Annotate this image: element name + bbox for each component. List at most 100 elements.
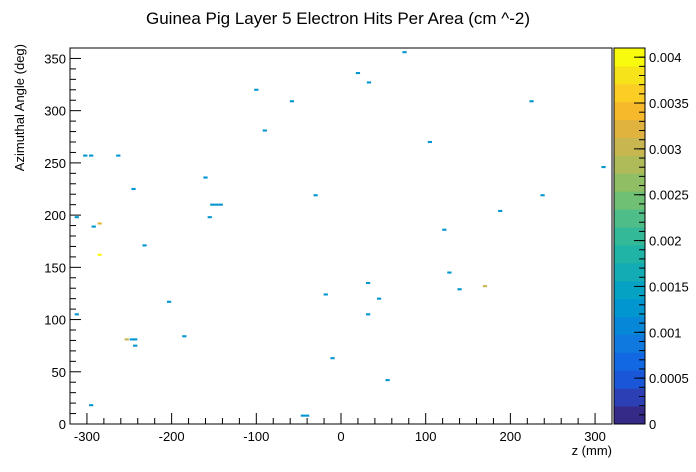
y-tick-label: 150: [44, 260, 66, 275]
x-tick-label: 300: [584, 429, 606, 444]
heatmap-cell: [313, 194, 318, 197]
colorbar-swatch: [614, 119, 645, 139]
colorbar-swatch: [614, 280, 645, 300]
colorbar-swatch: [614, 209, 645, 228]
colorbar-swatch: [614, 352, 645, 371]
heatmap-cell: [166, 300, 172, 303]
x-axis-label: z (mm): [572, 443, 612, 458]
colorbar-swatch: [614, 101, 645, 121]
heatmap-cell: [529, 100, 534, 103]
heatmap-cell: [365, 281, 371, 285]
colorbar-tick-label: 0.0005: [649, 371, 689, 386]
x-tick-label: -300: [74, 429, 100, 444]
x-axis: -300 -200 -100 0 100 200 300: [69, 413, 613, 444]
heatmap-cell: [305, 414, 310, 417]
colorbar-swatch: [614, 370, 645, 389]
colorbar-frame: [613, 47, 646, 425]
heatmap-cell: [74, 216, 79, 219]
plot-frame: [69, 47, 613, 425]
x-tick-label: 200: [500, 429, 522, 444]
colorbar-swatch: [614, 173, 645, 192]
colorbar-swatch: [614, 298, 645, 318]
heatmap-cell: [203, 176, 208, 179]
colorbar-swatch: [614, 83, 645, 103]
heatmap-cell: [540, 194, 545, 197]
heatmap-cell: [142, 244, 147, 247]
colorbar-swatch: [614, 65, 645, 85]
colorbar-swatch: [614, 334, 645, 353]
colorbar: 0 0.0005 0.001 0.0015 0.002 0.0025 0.003 0.0035…: [613, 47, 689, 432]
heatmap-cell: [482, 285, 488, 288]
colorbar-swatch: [614, 155, 645, 174]
colorbar-tick-label: 0.002: [649, 234, 682, 249]
y-axis: 0 50 100 150 200 250 300 350: [44, 47, 81, 432]
heatmap-cell: [124, 338, 129, 341]
heatmap-cell: [447, 271, 452, 274]
heatmap-cell: [262, 129, 267, 132]
colorbar-swatch: [614, 244, 645, 264]
heatmap-cell: [330, 357, 335, 360]
heatmap-cell: [83, 154, 88, 157]
heatmap-cell: [300, 414, 306, 417]
heatmap-cell: [133, 344, 138, 347]
colorbar-tick-label: 0.004: [649, 50, 682, 65]
heatmap-cell: [402, 51, 407, 54]
x-tick-label: -200: [159, 429, 185, 444]
y-tick-label: 350: [44, 51, 66, 66]
colorbar-tick-label: 0: [649, 417, 656, 432]
x-tick-label: 100: [415, 429, 437, 444]
heatmap-cell: [97, 253, 102, 256]
y-tick-label: 100: [44, 313, 66, 328]
heatmap-cell: [457, 288, 462, 291]
y-tick-label: 250: [44, 156, 66, 171]
heatmap-cell: [89, 404, 94, 407]
colorbar-tick-label: 0.0015: [649, 279, 689, 294]
heatmap-cell: [74, 313, 79, 316]
heatmap-cell: [427, 140, 433, 144]
heatmap-cell: [498, 209, 503, 212]
colorbar-swatch: [614, 262, 645, 282]
colorbar-swatch: [614, 316, 645, 335]
colorbar-swatch: [614, 388, 645, 407]
x-tick-label: -100: [243, 429, 269, 444]
heatmap-cell: [182, 335, 187, 338]
chart-title: Guinea Pig Layer 5 Electron Hits Per Are…: [146, 9, 530, 28]
colorbar-swatch: [614, 191, 645, 210]
heatmap-cell: [355, 72, 361, 75]
colorbar-tick-label: 0.0035: [649, 96, 689, 111]
heatmap-cell: [366, 81, 372, 84]
colorbar-swatch: [614, 227, 645, 246]
heatmap-cell: [254, 88, 259, 91]
heatmap-cell: [131, 187, 136, 191]
heatmap-cell: [323, 293, 328, 296]
heatmap-cell: [289, 100, 294, 103]
heatmap-cell: [376, 297, 382, 300]
heatmap-cell: [214, 203, 219, 206]
y-tick-label: 300: [44, 104, 66, 119]
colorbar-swatch: [614, 137, 645, 156]
y-axis-label: Azimuthal Angle (deg): [12, 44, 27, 171]
heatmap-cell: [97, 222, 102, 225]
x-tick-label: 0: [337, 429, 344, 444]
colorbar-swatch: [614, 406, 645, 425]
heatmap-cell: [385, 379, 390, 382]
heatmap-cell: [89, 154, 94, 157]
colorbar-swatch: [614, 48, 645, 67]
heatmap-cell: [601, 166, 606, 169]
plot-area: [69, 47, 613, 425]
y-tick-label: 200: [44, 208, 66, 223]
colorbar-tick-label: 0.003: [649, 142, 682, 157]
heatmap-cells: [74, 51, 606, 417]
y-tick-label: 50: [52, 365, 66, 380]
colorbar-tick-label: 0.001: [649, 325, 682, 340]
colorbar-tick-label: 0.0025: [649, 188, 689, 203]
heatmap-cell: [210, 203, 215, 206]
y-tick-label: 0: [59, 417, 66, 432]
heatmap-cell: [129, 338, 134, 341]
heatmap-cell: [442, 228, 447, 231]
heatmap-cell: [133, 338, 138, 341]
heatmap-cell: [116, 154, 121, 157]
heatmap-cell: [365, 313, 371, 316]
heatmap-cell: [218, 203, 223, 206]
